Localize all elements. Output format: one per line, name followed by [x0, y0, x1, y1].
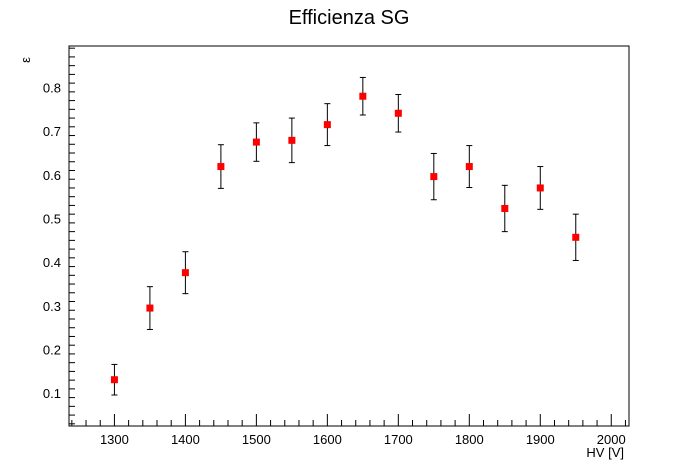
y-tick-label: 0.7	[43, 124, 61, 139]
data-point	[252, 138, 260, 146]
data-point	[465, 163, 473, 171]
data-point	[288, 136, 296, 144]
plot-frame	[68, 45, 630, 427]
x-tick-label: 1800	[455, 432, 484, 447]
y-tick-label: 0.4	[43, 255, 61, 270]
data-point	[181, 269, 189, 277]
data-point	[146, 304, 154, 312]
y-tick-label: 0.3	[43, 299, 61, 314]
data-point	[217, 163, 225, 171]
data-point	[572, 233, 580, 241]
data-point	[110, 376, 118, 384]
y-tick-label: 0.5	[43, 212, 61, 227]
data-point	[323, 121, 331, 129]
x-tick-label: 1600	[313, 432, 342, 447]
y-tick-label: 0.2	[43, 343, 61, 358]
x-tick-label: 1500	[242, 432, 271, 447]
y-tick-label: 0.8	[43, 80, 61, 95]
x-tick-label: 1700	[384, 432, 413, 447]
data-point	[501, 204, 509, 212]
data-point	[359, 92, 367, 100]
data-point	[394, 109, 402, 117]
x-axis-title: HV [V]	[586, 445, 624, 460]
y-axis-title: ε	[18, 57, 33, 63]
y-tick-label: 0.6	[43, 168, 61, 183]
x-tick-label: 1300	[100, 432, 129, 447]
x-tick-label: 2000	[597, 432, 626, 447]
x-tick-label: 1400	[171, 432, 200, 447]
data-point	[430, 173, 438, 181]
x-tick-label: 1900	[526, 432, 555, 447]
chart-title: Efficienza SG	[289, 7, 410, 29]
data-point	[536, 184, 544, 192]
y-tick-label: 0.1	[43, 386, 61, 401]
